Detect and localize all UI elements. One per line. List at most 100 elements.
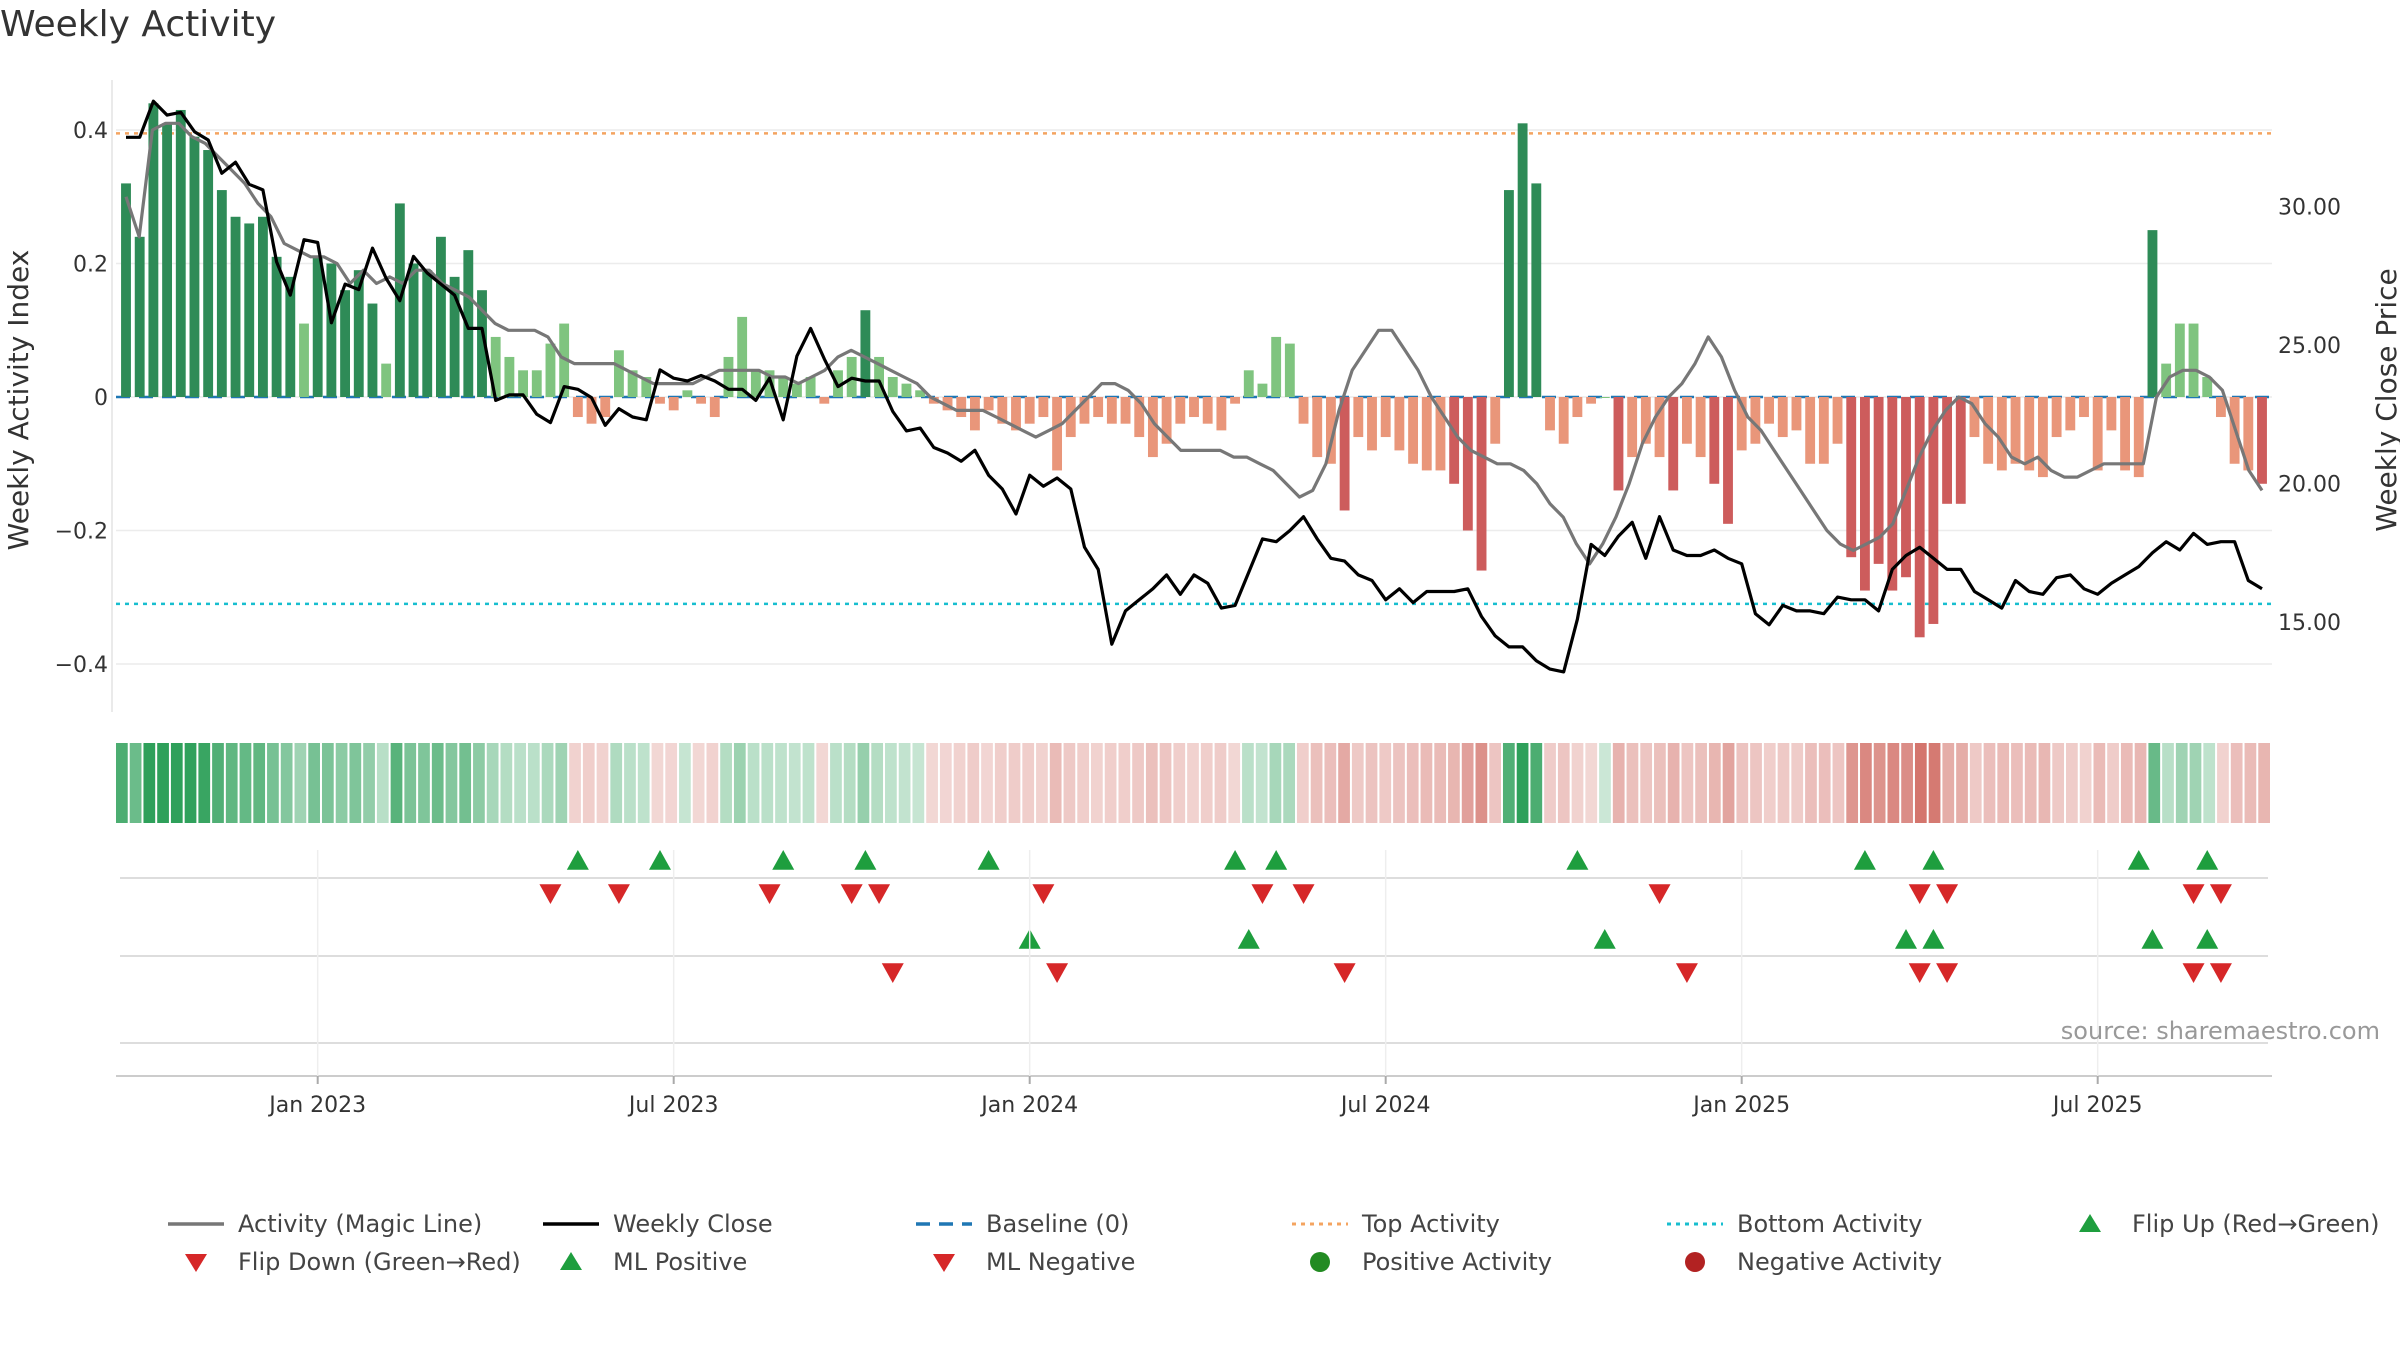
heat-cell [335, 743, 348, 823]
heat-cell [280, 743, 293, 823]
legend: Activity (Magic Line) Weekly Close Baselin… [168, 1210, 2380, 1276]
flip-up-marker [772, 850, 795, 870]
activity-bar [2051, 397, 2062, 438]
activity-bar [340, 290, 351, 397]
heat-cell [1901, 743, 1913, 823]
y2-tick-label: 20.00 [2278, 473, 2341, 498]
activity-bar [1339, 397, 1350, 511]
heat-cell [1846, 743, 1859, 823]
legend-label: Activity (Magic Line) [238, 1210, 482, 1238]
ml-positive-marker [1237, 929, 1260, 949]
activity-bar [518, 370, 529, 397]
activity-bar [353, 270, 364, 397]
heat-cell [1887, 743, 1900, 823]
activity-bar [2188, 323, 2199, 397]
heat-cell [308, 743, 320, 823]
heat-cell [637, 743, 650, 823]
heat-cell [569, 743, 581, 823]
heat-cell [1626, 743, 1639, 823]
activity-bar [1038, 397, 1049, 418]
heat-cell [898, 743, 911, 823]
activity-bar [860, 310, 871, 397]
flip-down-marker [840, 884, 863, 904]
heat-cell [2066, 743, 2078, 823]
activity-bar [901, 383, 912, 397]
heat-cell [555, 743, 568, 823]
activity-bar [1736, 397, 1747, 451]
flip-up-marker [566, 850, 589, 870]
heat-cell [1544, 743, 1556, 823]
heat-cell [1997, 743, 2010, 823]
activity-bar [1709, 397, 1720, 484]
activity-bar [1052, 397, 1063, 471]
activity-bar [2010, 397, 2021, 464]
heat-cell [1832, 743, 1845, 823]
legend-label: Positive Activity [1362, 1248, 1552, 1276]
activity-bar [2147, 230, 2158, 397]
y-tick-label: 0.2 [73, 253, 108, 278]
activity-bar [1462, 397, 1473, 531]
activity-bar [1969, 397, 1980, 438]
activity-bar [477, 290, 487, 397]
heat-cell [2024, 743, 2037, 823]
heat-cell [1722, 743, 1735, 823]
legend-label: Flip Down (Green→Red) [238, 1248, 521, 1276]
flip-down-marker [2182, 884, 2205, 904]
heat-cell [1159, 743, 1172, 823]
heat-cell [445, 743, 458, 823]
heat-cell [2052, 743, 2065, 823]
y2-tick-label: 15.00 [2278, 611, 2341, 636]
activity-bar [545, 343, 556, 397]
legend-swatch [933, 1254, 955, 1272]
x-tick-label: Jan 2023 [267, 1093, 366, 1118]
heat-cell [1008, 743, 1021, 823]
heat-cell [1351, 743, 1364, 823]
activity-bar [1805, 397, 1816, 464]
ml-negative-marker [1046, 963, 1069, 983]
heat-cell [1475, 743, 1488, 823]
heat-cell [1420, 743, 1433, 823]
activity-bar [613, 350, 624, 397]
magic-line [124, 121, 2264, 566]
heat-cell [775, 743, 787, 823]
heat-cell [885, 743, 897, 823]
activity-bar [1175, 397, 1186, 424]
legend-label: ML Negative [986, 1248, 1135, 1276]
activity-bar [367, 303, 378, 397]
heat-cell [1914, 743, 1927, 823]
activity-bar [2079, 397, 2089, 418]
heat-cell [1242, 743, 1254, 823]
heat-cell [1063, 743, 1076, 823]
ml-positive-marker [1895, 929, 1917, 949]
heat-cell [404, 743, 417, 823]
activity-bar [134, 236, 145, 397]
heat-cell [1448, 743, 1460, 823]
heat-cell [349, 743, 362, 823]
heat-cell [267, 743, 279, 823]
activity-bar [682, 390, 693, 397]
activity-bar [490, 336, 501, 397]
heat-cell [2217, 743, 2229, 823]
activity-bar [1928, 397, 1939, 624]
activity-bar [1202, 397, 1213, 424]
activity-bar [1681, 397, 1692, 444]
activity-bar [2024, 397, 2035, 471]
heat-cell [2162, 743, 2174, 823]
heat-cell [788, 743, 801, 823]
activity-bar [2065, 397, 2076, 431]
heat-cell [2175, 743, 2188, 823]
flip-down-marker [1648, 884, 1671, 904]
legend-item: Baseline (0) [916, 1210, 1129, 1238]
activity-bar [819, 397, 830, 404]
activity-bar [1024, 397, 1035, 424]
flip-down-marker [1908, 884, 1931, 904]
activity-bar [887, 376, 898, 397]
x-tick-label: Jul 2023 [627, 1093, 719, 1118]
heat-cell [1104, 743, 1117, 823]
heat-cell [2230, 743, 2243, 823]
heat-cell [1708, 743, 1721, 823]
activity-bar [572, 397, 583, 418]
heat-cell [1695, 743, 1707, 823]
legend-swatch [560, 1252, 582, 1270]
heat-cell [363, 743, 375, 823]
